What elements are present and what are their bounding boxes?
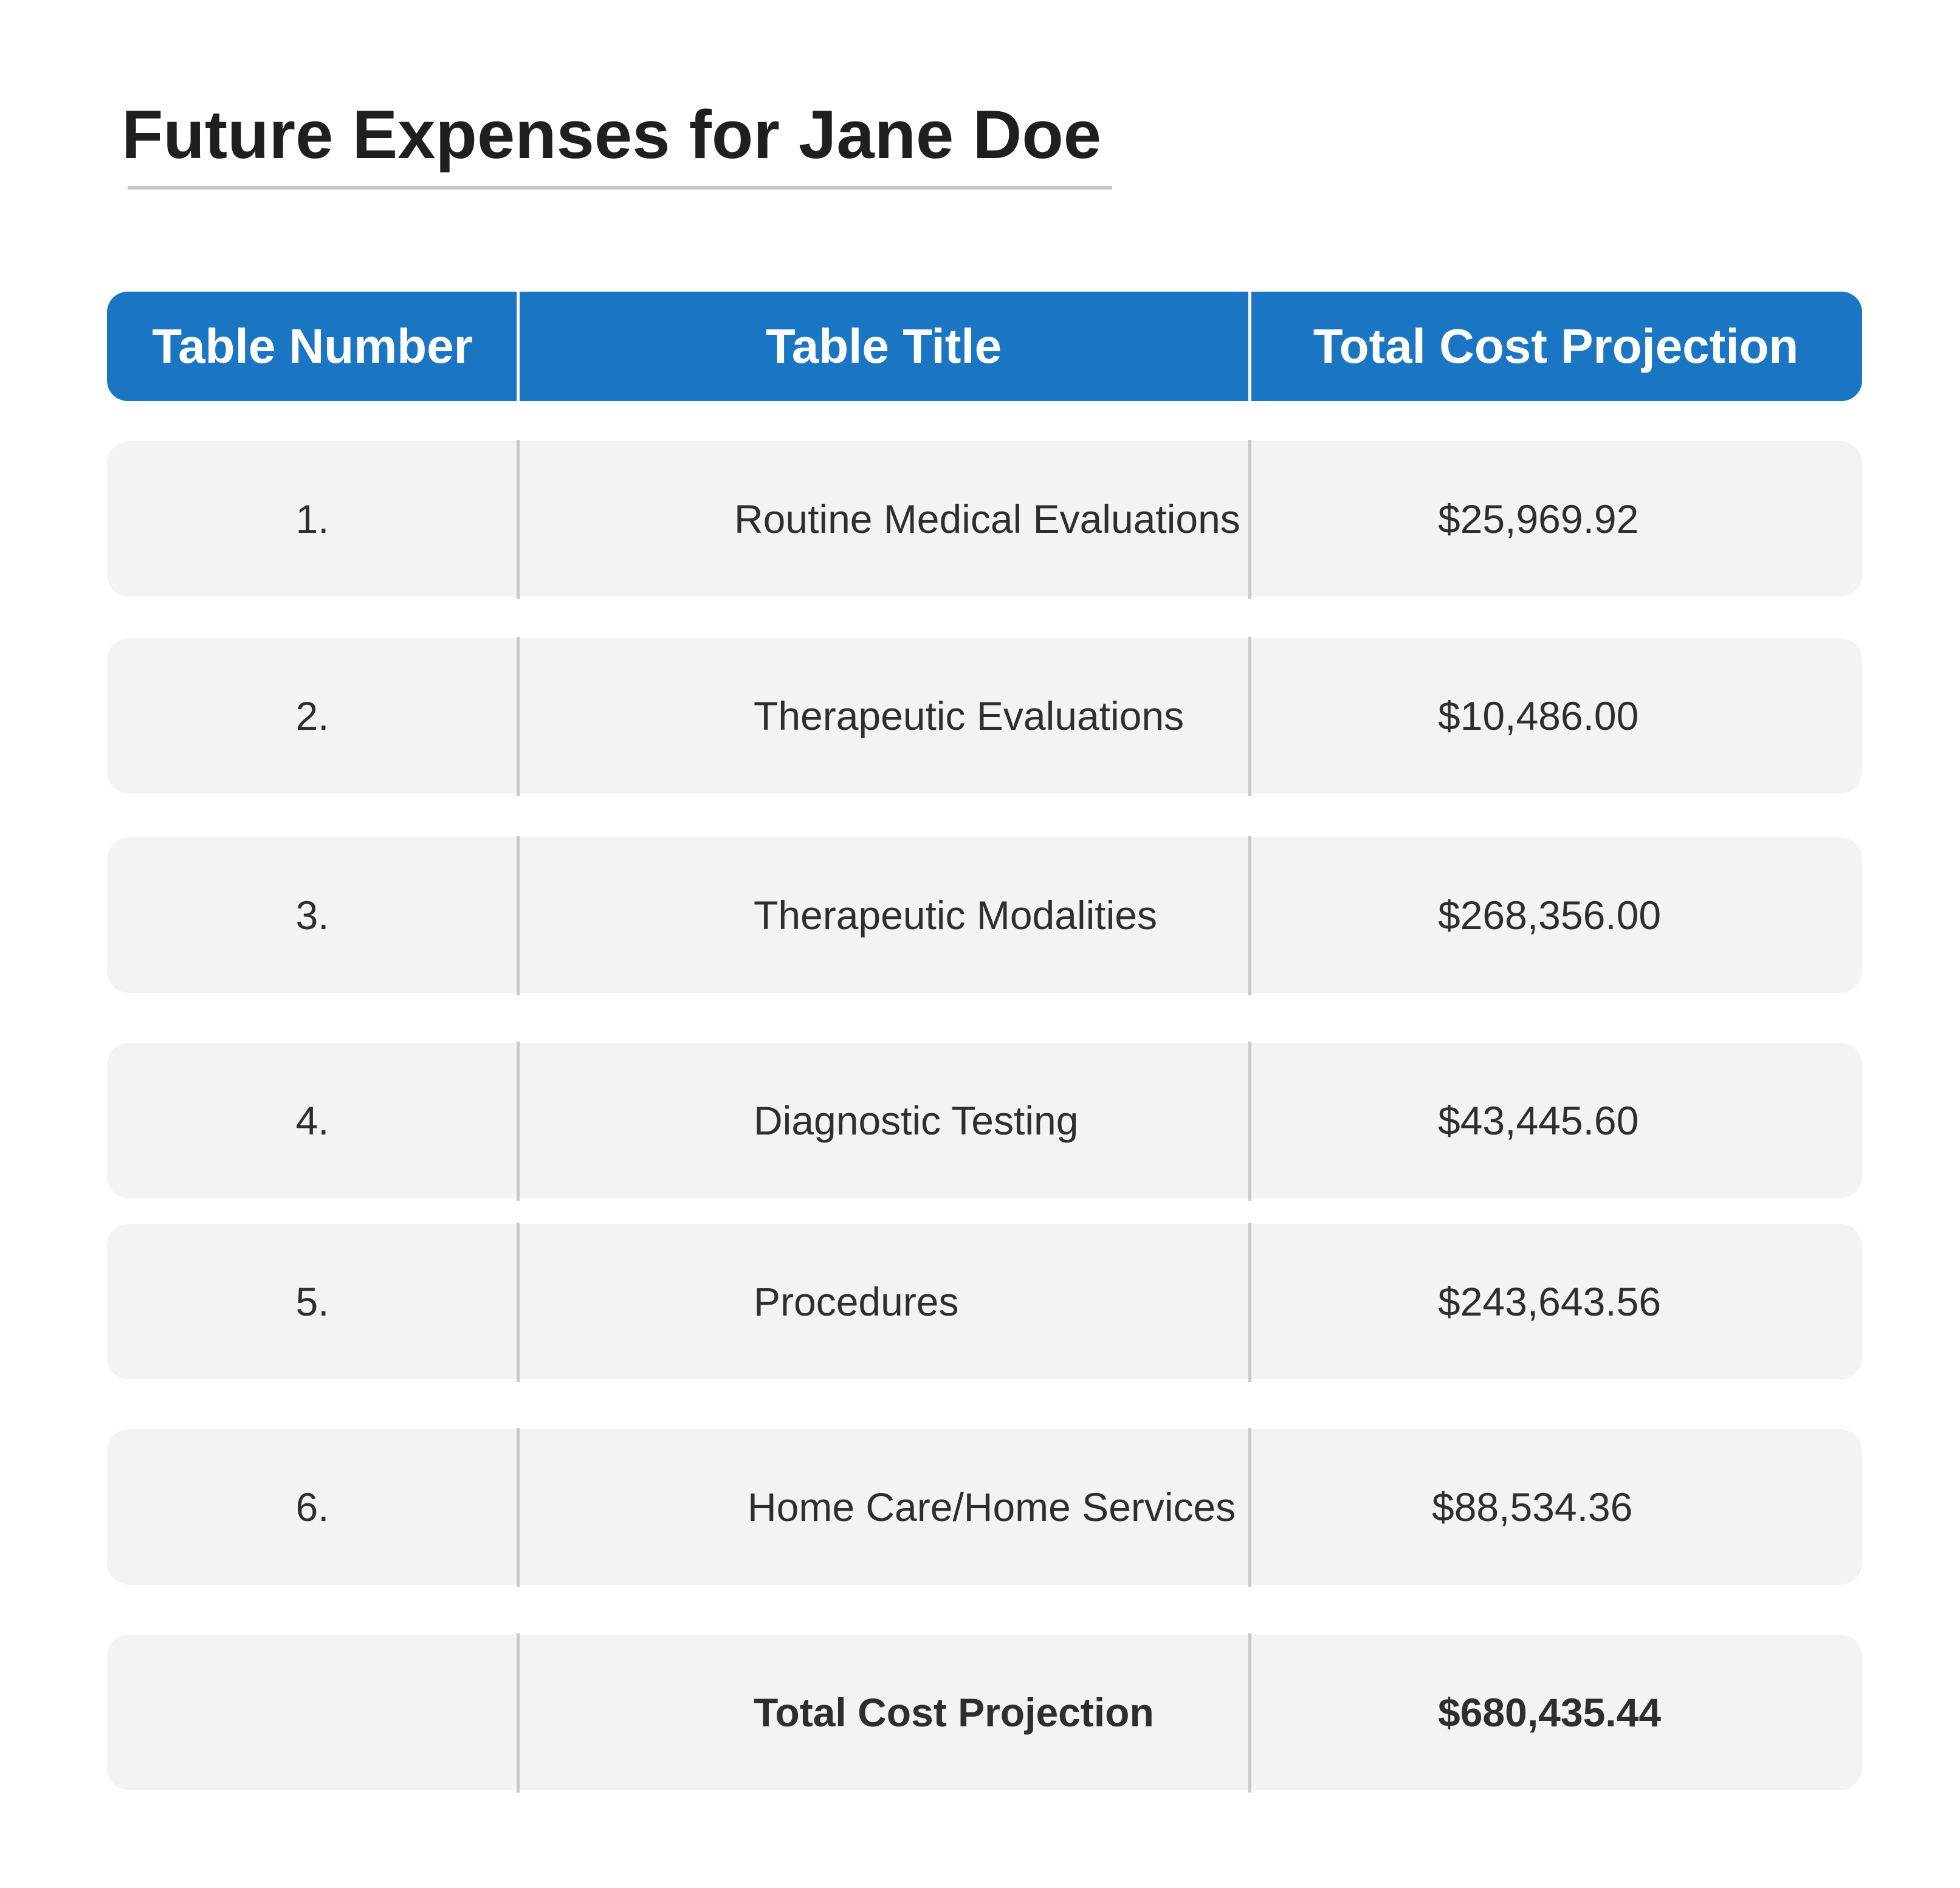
header-table-title: Table Title	[765, 319, 1002, 373]
total-row-title: Total Cost Projection	[754, 1690, 1154, 1735]
row-number: 5.	[295, 1279, 329, 1324]
row-cost-value: $43,445.60	[1438, 1098, 1639, 1143]
table-row: 1. Routine Medical Evaluations $25,969.9…	[107, 440, 1862, 599]
table-header: Table Number Table Title Total Cost Proj…	[107, 292, 1862, 401]
column-divider	[1248, 1042, 1251, 1201]
row-cost: $88,534.36	[1250, 1429, 1862, 1585]
total-cost-value: $680,435.44	[1438, 1690, 1662, 1735]
column-divider	[517, 292, 520, 401]
row-cost: $25,969.92	[1250, 441, 1862, 597]
row-cost-value: $268,356.00	[1438, 893, 1662, 938]
header-total-cost: Total Cost Projection	[1313, 319, 1799, 373]
row-title: Home Care/Home Services	[748, 1485, 1236, 1529]
row-title: Diagnostic Testing	[754, 1098, 1079, 1143]
column-divider	[1248, 637, 1251, 796]
column-divider	[517, 836, 520, 995]
row-number: 2.	[295, 693, 329, 738]
table-row: 2. Therapeutic Evaluations $10,486.00	[107, 637, 1862, 796]
column-divider	[517, 1428, 520, 1587]
row-number: 6.	[295, 1485, 329, 1529]
column-divider	[1248, 1633, 1251, 1793]
row-number: 3.	[295, 893, 329, 938]
total-row: Total Cost Projection $680,435.44	[107, 1633, 1862, 1793]
column-divider	[517, 1042, 520, 1201]
table-row: 4. Diagnostic Testing $43,445.60	[107, 1042, 1862, 1201]
column-divider	[1248, 836, 1251, 995]
row-cost: $268,356.00	[1250, 837, 1862, 993]
table-row: 3. Therapeutic Modalities $268,356.00	[107, 836, 1862, 995]
row-title: Therapeutic Modalities	[754, 893, 1157, 938]
column-divider	[1248, 292, 1251, 401]
column-divider	[517, 1633, 520, 1793]
header-table-number: Table Number	[152, 319, 473, 373]
total-row-number	[107, 1635, 518, 1790]
title-underline	[128, 186, 1112, 190]
row-cost: $243,643.56	[1250, 1224, 1862, 1379]
column-divider	[1248, 1428, 1251, 1587]
row-cost-value: $88,534.36	[1432, 1485, 1633, 1529]
row-cost: $43,445.60	[1250, 1043, 1862, 1198]
column-divider	[517, 637, 520, 796]
row-number: 1.	[295, 496, 329, 541]
page-title: Future Expenses for Jane Doe	[122, 97, 1102, 173]
row-number: 4.	[295, 1098, 329, 1143]
row-cost-value: $25,969.92	[1438, 496, 1639, 541]
total-row-cost: $680,435.44	[1250, 1635, 1862, 1790]
column-divider	[517, 440, 520, 599]
row-title: Routine Medical Evaluations	[734, 496, 1240, 541]
table-row: 5. Procedures $243,643.56	[107, 1223, 1862, 1382]
row-cost-value: $10,486.00	[1438, 693, 1639, 738]
column-divider	[1248, 1223, 1251, 1382]
row-cost-value: $243,643.56	[1438, 1279, 1662, 1324]
table-row: 6. Home Care/Home Services $88,534.36	[107, 1428, 1862, 1587]
row-title: Therapeutic Evaluations	[754, 693, 1185, 738]
row-cost: $10,486.00	[1250, 638, 1862, 794]
column-divider	[1248, 440, 1251, 599]
column-divider	[517, 1223, 520, 1382]
row-title: Procedures	[754, 1279, 959, 1324]
